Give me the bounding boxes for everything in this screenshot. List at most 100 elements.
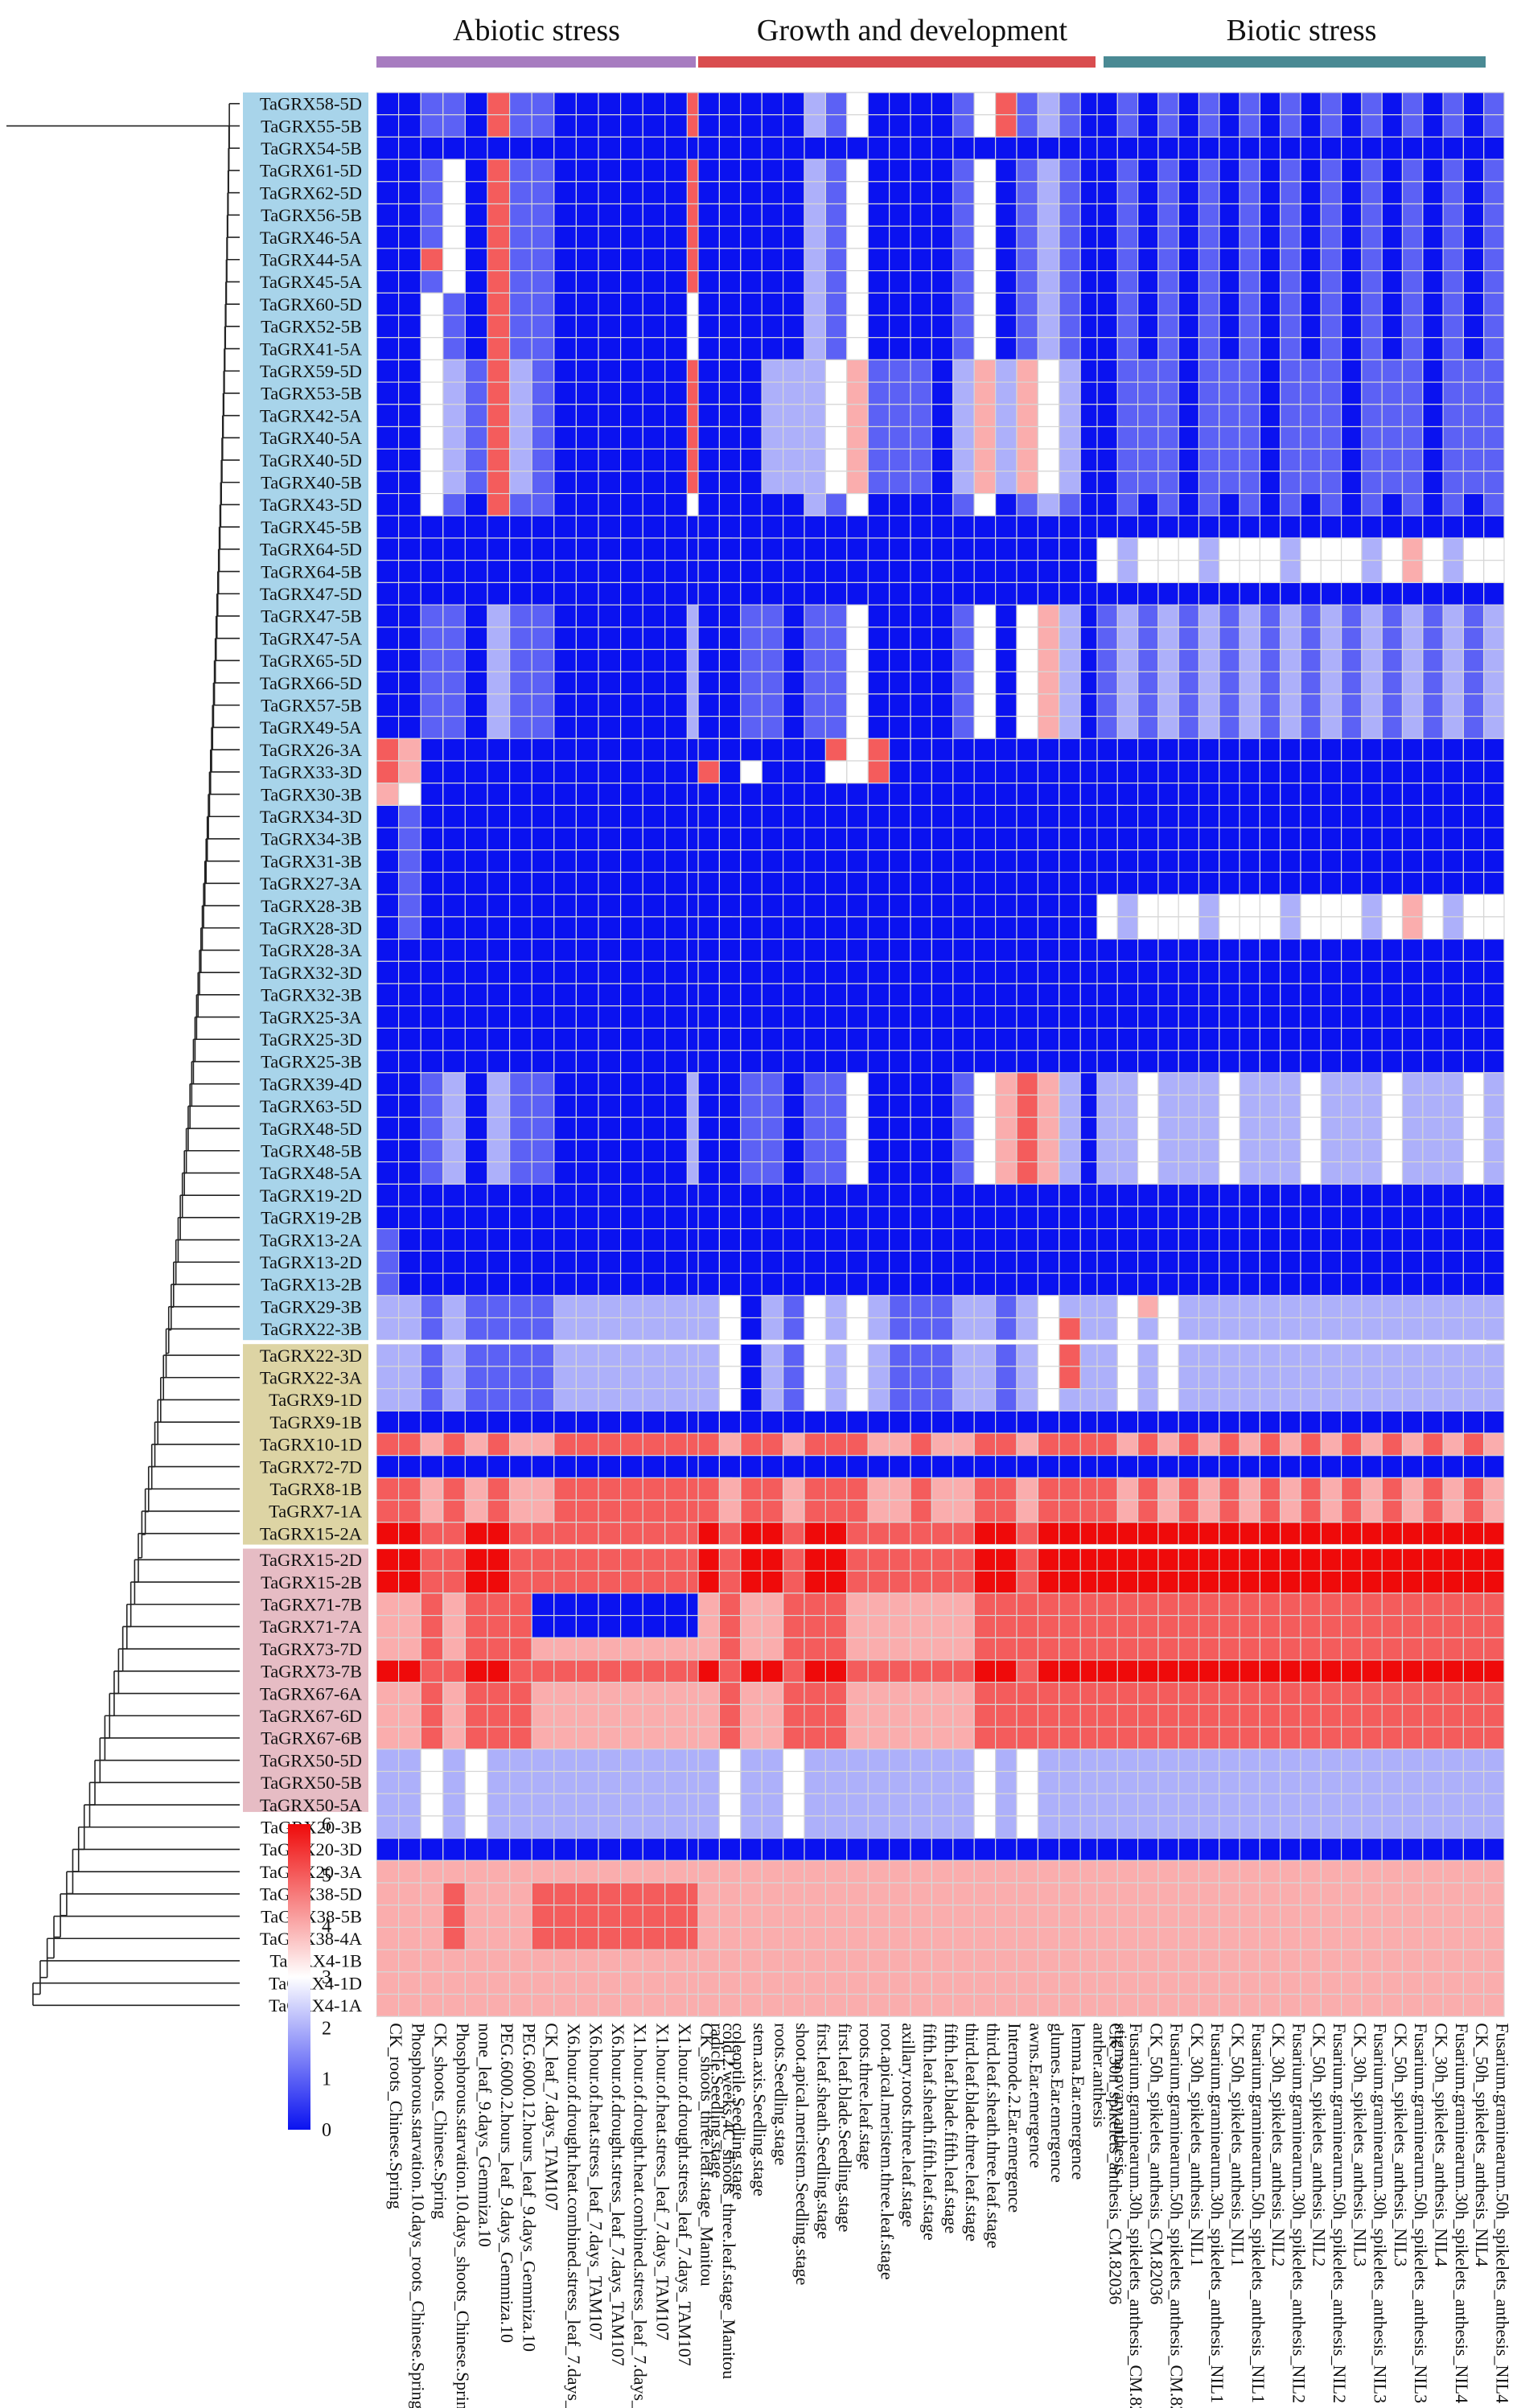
heatmap-cell xyxy=(846,1005,869,1029)
heatmap-cell xyxy=(619,1905,643,1928)
heatmap-cell xyxy=(1361,492,1383,516)
heatmap-cell xyxy=(824,1793,848,1817)
heatmap-cell xyxy=(1340,1366,1363,1390)
heatmap-cell xyxy=(1442,114,1464,138)
heatmap-cell xyxy=(718,114,742,138)
heatmap-cell xyxy=(1137,804,1159,828)
heatmap-cell xyxy=(664,1455,688,1478)
heatmap-cell xyxy=(824,1387,848,1412)
heatmap-cell xyxy=(464,1094,488,1118)
heatmap-cell xyxy=(952,627,975,651)
heatmap-cell xyxy=(952,448,975,472)
heatmap-cell xyxy=(1442,983,1464,1007)
heatmap-cell xyxy=(487,1295,511,1319)
heatmap-cell xyxy=(824,158,848,183)
heatmap-cell xyxy=(1340,1139,1363,1163)
heatmap-cell xyxy=(1280,1838,1301,1861)
heatmap-cell xyxy=(1219,1050,1240,1074)
heatmap-cell xyxy=(442,225,466,249)
heatmap-cell xyxy=(442,849,466,873)
heatmap-cell xyxy=(1137,627,1159,651)
heatmap-cell xyxy=(1300,671,1322,695)
heatmap-cell xyxy=(1096,1926,1118,1950)
heatmap-cell xyxy=(398,827,421,851)
heatmap-cell xyxy=(824,627,848,651)
heatmap-cell xyxy=(1340,581,1363,606)
heatmap-cell xyxy=(553,827,577,851)
heatmap-cell xyxy=(1401,849,1424,873)
heatmap-cell xyxy=(740,1139,763,1163)
heatmap-cell xyxy=(1361,1343,1383,1367)
heatmap-cell xyxy=(952,1522,975,1546)
heatmap-cell xyxy=(1198,849,1220,873)
heatmap-cell xyxy=(1016,1005,1038,1029)
heatmap-cell xyxy=(1340,1072,1363,1096)
heatmap-cell xyxy=(804,225,826,249)
heatmap-cell xyxy=(1442,1659,1464,1683)
heatmap-cell xyxy=(1483,471,1505,495)
heatmap-cell xyxy=(553,136,577,160)
heatmap-cell xyxy=(1116,270,1139,294)
heatmap-cell xyxy=(1340,1882,1363,1906)
heatmap-cell xyxy=(1198,181,1220,205)
heatmap-cell xyxy=(508,783,532,807)
heatmap-cell xyxy=(1198,715,1220,739)
heatmap-cell xyxy=(1137,960,1159,984)
heatmap-cell xyxy=(1401,1547,1424,1572)
heatmap-cell xyxy=(1016,1547,1038,1572)
heatmap-cell xyxy=(1059,92,1081,116)
heatmap-cell xyxy=(531,693,555,717)
heatmap-cell xyxy=(867,1592,890,1617)
heatmap-cell xyxy=(598,1072,622,1096)
column-label: Fusarium.graminearum.30h_spikelets_anthe… xyxy=(1452,2023,1472,2403)
heatmap-cell xyxy=(740,1183,763,1207)
heatmap-cell xyxy=(553,983,577,1007)
heatmap-cell xyxy=(1422,849,1444,873)
heatmap-cell xyxy=(664,1072,688,1096)
heatmap-cell xyxy=(420,1993,444,2017)
heatmap-cell xyxy=(1178,894,1200,918)
heatmap-cell xyxy=(804,1815,826,1839)
heatmap-cell xyxy=(1259,225,1281,249)
heatmap-cell xyxy=(508,1770,532,1794)
heatmap-cell xyxy=(1361,1072,1383,1096)
heatmap-cell xyxy=(804,938,826,962)
heatmap-cell xyxy=(1422,671,1444,695)
heatmap-cell xyxy=(553,938,577,962)
heatmap-cell xyxy=(1178,1116,1200,1140)
heatmap-cell xyxy=(1401,1250,1424,1274)
heatmap-cell xyxy=(619,158,643,183)
heatmap-cell xyxy=(575,203,599,227)
heatmap-cell xyxy=(931,938,954,962)
heatmap-cell xyxy=(420,1499,444,1523)
heatmap-cell xyxy=(398,693,421,717)
heatmap-cell xyxy=(1340,1455,1363,1478)
heatmap-cell xyxy=(910,1926,932,1950)
heatmap-cell xyxy=(867,1477,890,1501)
heatmap-cell xyxy=(1157,1455,1179,1478)
heatmap-cell xyxy=(697,1094,720,1118)
heatmap-cell xyxy=(1361,1183,1383,1207)
heatmap-cell xyxy=(1340,1005,1363,1029)
heatmap-cell xyxy=(642,983,666,1007)
heatmap-cell xyxy=(464,1748,488,1773)
heatmap-cell xyxy=(1096,359,1118,383)
heatmap-cell xyxy=(619,537,643,561)
heatmap-cell xyxy=(1361,627,1383,651)
heatmap-cell xyxy=(1280,983,1301,1007)
heatmap-cell xyxy=(697,693,720,717)
heatmap-cell xyxy=(398,1993,421,2017)
heatmap-cell xyxy=(804,114,826,138)
heatmap-cell xyxy=(824,1499,848,1523)
heatmap-cell xyxy=(1116,627,1139,651)
heatmap-cell xyxy=(1016,983,1038,1007)
heatmap-cell xyxy=(1422,1477,1444,1501)
row-label: TaGRX52-5B xyxy=(261,317,362,337)
heatmap-cell xyxy=(398,1570,421,1594)
heatmap-cell xyxy=(1116,1005,1139,1029)
heatmap-cell xyxy=(1320,248,1342,272)
heatmap-cell xyxy=(867,581,890,606)
heatmap-cell xyxy=(398,871,421,895)
heatmap-cell xyxy=(376,1410,400,1434)
heatmap-cell xyxy=(1259,1250,1281,1274)
